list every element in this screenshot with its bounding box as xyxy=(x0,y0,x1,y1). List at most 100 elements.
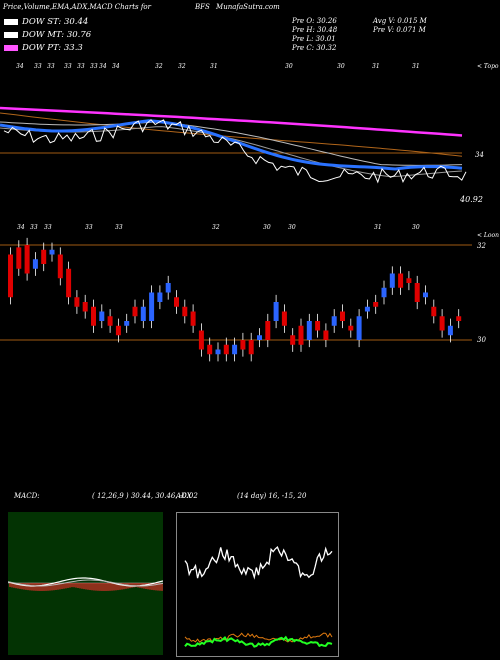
candle-body xyxy=(398,273,404,288)
candle-body xyxy=(107,316,113,326)
legend-dow-pt: DOW PT: 33.3 xyxy=(4,43,83,53)
candle-body xyxy=(32,259,38,269)
adx-label: ADX xyxy=(176,492,192,500)
candle-body xyxy=(232,344,238,355)
bottom-tick-label: 34 xyxy=(17,224,25,231)
ema-panel xyxy=(0,106,467,184)
candle-body xyxy=(406,278,412,283)
legend-label-mt: DOW MT: 30.76 xyxy=(22,30,92,40)
adx-panel xyxy=(176,512,339,657)
macd-lines xyxy=(8,577,163,591)
top-tick-label: 30 xyxy=(337,63,345,70)
bottom-tick-label: 31 xyxy=(374,224,382,231)
candle-body xyxy=(298,325,304,345)
candle-body xyxy=(207,344,213,355)
panel1-price-34: 34 xyxy=(475,151,484,159)
candle-body xyxy=(414,283,420,302)
legend-swatch-st xyxy=(4,19,18,25)
candle-body xyxy=(57,254,63,279)
stat-low: Pre L: 30.01 xyxy=(292,35,336,43)
stat-avg-volume: Avg V: 0.015 M xyxy=(373,17,427,25)
candle-body xyxy=(82,302,88,312)
candle-body xyxy=(389,273,395,288)
panel1-last-price: 40.92 xyxy=(460,195,483,204)
adx-params: (14 day) 16, -15, 20 xyxy=(237,492,307,500)
adx-line xyxy=(184,546,333,580)
candle-body xyxy=(364,306,370,312)
panel2-y-top: 32 xyxy=(477,242,486,250)
candle-body xyxy=(331,316,337,326)
candle-body xyxy=(356,316,362,340)
candle-body xyxy=(115,325,121,336)
header-symbol: BFS xyxy=(195,3,210,11)
top-tick-label: 30 xyxy=(285,63,293,70)
candle-body xyxy=(323,330,329,340)
candle-body xyxy=(49,249,55,255)
top-tick-label: 34 xyxy=(16,63,24,70)
legend-swatch-pt xyxy=(4,45,18,51)
candle-body xyxy=(348,325,354,331)
ema-grey-line-1 xyxy=(0,121,463,166)
top-tick-label: 33 xyxy=(77,63,85,70)
bottom-tick-label: 33 xyxy=(30,224,38,231)
bottom-tick-label: 33 xyxy=(44,224,52,231)
top-tick-label: 31 xyxy=(210,63,218,70)
top-tick-label: 32 xyxy=(155,63,163,70)
legend-dow-st: DOW ST: 30.44 xyxy=(4,17,88,27)
candle-body xyxy=(273,302,279,321)
top-tick-label: 33 xyxy=(47,63,55,70)
candle-body xyxy=(223,344,229,355)
candle-body xyxy=(91,306,96,326)
top-tick-label: 31 xyxy=(412,63,420,70)
legend-swatch-mt xyxy=(4,32,18,38)
candle-body xyxy=(140,306,146,321)
stat-open: Pre O: 30.26 xyxy=(292,17,337,25)
adx-lines xyxy=(184,546,333,648)
candle-body xyxy=(439,316,445,331)
candle-panel xyxy=(0,237,472,362)
bottom-tick-label: 30 xyxy=(412,224,420,231)
candle-body xyxy=(74,297,80,307)
top-tick-label: 33 xyxy=(34,63,42,70)
candle-body xyxy=(315,321,321,331)
candle-body xyxy=(157,292,163,302)
candle-body xyxy=(190,311,196,326)
bottom-tick-label: 30 xyxy=(263,224,271,231)
candle-body xyxy=(8,254,13,298)
candle-body xyxy=(257,335,262,340)
price-line xyxy=(3,119,467,184)
top-tick-label: 34 xyxy=(99,63,107,70)
macd-signal-line xyxy=(8,579,163,587)
ema-short-line xyxy=(0,119,463,171)
candle-body xyxy=(124,321,130,326)
macd-params: ( 12,26,9 ) 30.44, 30.46, -0.02 xyxy=(92,492,198,500)
bottom-tick-label: 33 xyxy=(85,224,93,231)
candle-body xyxy=(165,283,171,293)
chart-header: Price,Volume,EMA,ADX,MACD Charts for xyxy=(3,3,151,11)
top-tick-label: 33 xyxy=(90,63,98,70)
candle-body xyxy=(248,340,254,355)
candle-body xyxy=(99,311,105,321)
candle-body xyxy=(24,245,30,274)
header-left: Price,Volume,EMA,ADX,MACD Charts for xyxy=(3,3,151,11)
candle-body xyxy=(447,325,453,336)
symbol-header: BFS MunafaSutra.com xyxy=(195,3,280,11)
ema-long-line xyxy=(0,106,463,137)
panel1-corner-label: < Topo xyxy=(477,63,499,70)
candle-body xyxy=(290,335,296,345)
header-site: MunafaSutra.com xyxy=(216,3,280,11)
stat-prev-volume: Pre V: 0.071 M xyxy=(373,26,426,34)
candle-body xyxy=(340,311,345,321)
adx-minus-di-line xyxy=(184,632,333,644)
candle-body xyxy=(66,268,72,298)
candle-body xyxy=(281,311,287,326)
candle-body xyxy=(215,349,221,355)
top-tick-label: 33 xyxy=(64,63,72,70)
candle-body xyxy=(174,297,179,307)
top-tick-label: 31 xyxy=(372,63,380,70)
candle-body xyxy=(381,287,387,298)
top-tick-label: 32 xyxy=(178,63,186,70)
candle-body xyxy=(373,302,379,307)
stat-high: Pre H: 30.48 xyxy=(292,26,338,34)
candle-body xyxy=(456,316,462,321)
